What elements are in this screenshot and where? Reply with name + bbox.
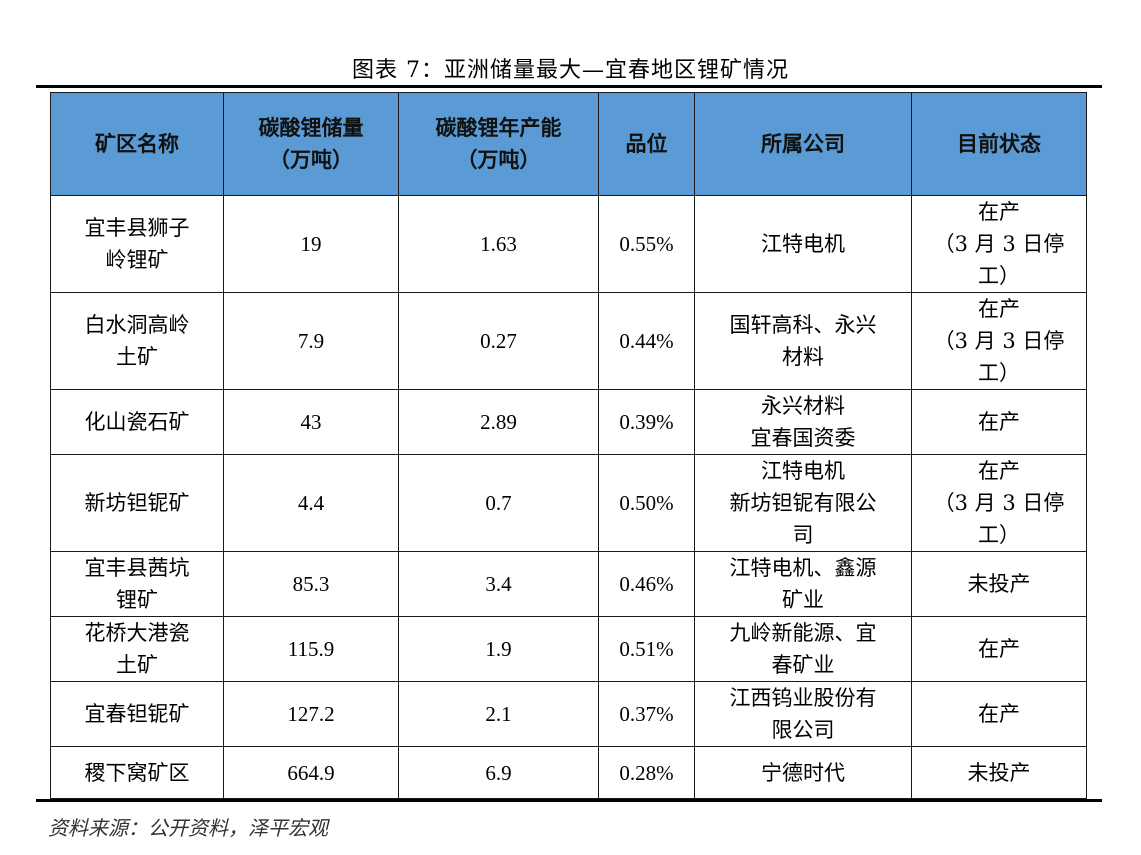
header-capacity: 碳酸锂年产能 （万吨）: [398, 92, 599, 196]
table-row: 化山瓷石矿 43 2.89 0.39% 永兴材料 宜春国资委 在产: [50, 389, 1087, 455]
cell-capacity: 1.63: [398, 195, 599, 293]
cell-status: 未投产: [911, 746, 1087, 799]
cell-reserve: 4.4: [223, 454, 399, 552]
cell-capacity: 0.7: [398, 454, 599, 552]
lithium-mines-table: 矿区名称 碳酸锂储量 （万吨） 碳酸锂年产能 （万吨） 品位 所属公司 目前状态…: [50, 92, 1087, 799]
figure-caption: 图表 7：亚洲储量最大—宜春地区锂矿情况: [352, 58, 789, 83]
cell-mine-name: 新坊钽铌矿: [50, 454, 224, 552]
cell-mine-name: 白水洞高岭 土矿: [50, 292, 224, 390]
table-row: 花桥大港瓷 土矿 115.9 1.9 0.51% 九岭新能源、宜 春矿业 在产: [50, 616, 1087, 682]
bottom-rule: [36, 799, 1102, 802]
cell-reserve: 85.3: [223, 551, 399, 617]
cell-grade: 0.46%: [598, 551, 695, 617]
cell-reserve: 115.9: [223, 616, 399, 682]
cell-reserve: 664.9: [223, 746, 399, 799]
table-row: 宜春钽铌矿 127.2 2.1 0.37% 江西钨业股份有 限公司 在产: [50, 681, 1087, 747]
cell-reserve: 19: [223, 195, 399, 293]
header-reserve: 碳酸锂储量 （万吨）: [223, 92, 399, 196]
table-row: 宜丰县狮子 岭锂矿 19 1.63 0.55% 江特电机 在产 （3 月 3 日…: [50, 195, 1087, 293]
table-row: 稷下窝矿区 664.9 6.9 0.28% 宁德时代 未投产: [50, 746, 1087, 799]
cell-status: 在产: [911, 616, 1087, 682]
cell-company: 宁德时代: [694, 746, 912, 799]
cell-reserve: 43: [223, 389, 399, 455]
header-mine-name: 矿区名称: [50, 92, 224, 196]
cell-status: 在产: [911, 389, 1087, 455]
cell-reserve: 7.9: [223, 292, 399, 390]
cell-grade: 0.39%: [598, 389, 695, 455]
table-row: 新坊钽铌矿 4.4 0.7 0.50% 江特电机 新坊钽铌有限公 司 在产 （3…: [50, 454, 1087, 552]
source-note: 资料来源：公开资料，泽平宏观: [48, 816, 328, 840]
header-grade: 品位: [598, 92, 695, 196]
cell-mine-name: 宜丰县茜坑 锂矿: [50, 551, 224, 617]
header-company: 所属公司: [694, 92, 912, 196]
cell-reserve: 127.2: [223, 681, 399, 747]
cell-mine-name: 化山瓷石矿: [50, 389, 224, 455]
cell-capacity: 1.9: [398, 616, 599, 682]
cell-grade: 0.50%: [598, 454, 695, 552]
cell-capacity: 2.89: [398, 389, 599, 455]
cell-mine-name: 稷下窝矿区: [50, 746, 224, 799]
cell-mine-name: 宜春钽铌矿: [50, 681, 224, 747]
cell-status: 在产 （3 月 3 日停 工）: [911, 195, 1087, 293]
cell-company: 永兴材料 宜春国资委: [694, 389, 912, 455]
cell-company: 江西钨业股份有 限公司: [694, 681, 912, 747]
cell-company: 国轩高科、永兴 材料: [694, 292, 912, 390]
cell-company: 江特电机、鑫源 矿业: [694, 551, 912, 617]
cell-status: 未投产: [911, 551, 1087, 617]
cell-capacity: 3.4: [398, 551, 599, 617]
cell-grade: 0.55%: [598, 195, 695, 293]
table-row: 宜丰县茜坑 锂矿 85.3 3.4 0.46% 江特电机、鑫源 矿业 未投产: [50, 551, 1087, 617]
header-status: 目前状态: [911, 92, 1087, 196]
cell-grade: 0.37%: [598, 681, 695, 747]
cell-grade: 0.28%: [598, 746, 695, 799]
cell-capacity: 6.9: [398, 746, 599, 799]
table-row: 白水洞高岭 土矿 7.9 0.27 0.44% 国轩高科、永兴 材料 在产 （3…: [50, 292, 1087, 390]
cell-capacity: 0.27: [398, 292, 599, 390]
table-header-row: 矿区名称 碳酸锂储量 （万吨） 碳酸锂年产能 （万吨） 品位 所属公司 目前状态: [50, 92, 1087, 196]
top-rule: [36, 85, 1102, 88]
cell-mine-name: 花桥大港瓷 土矿: [50, 616, 224, 682]
cell-grade: 0.44%: [598, 292, 695, 390]
cell-capacity: 2.1: [398, 681, 599, 747]
cell-mine-name: 宜丰县狮子 岭锂矿: [50, 195, 224, 293]
cell-status: 在产 （3 月 3 日停 工）: [911, 454, 1087, 552]
cell-grade: 0.51%: [598, 616, 695, 682]
cell-status: 在产: [911, 681, 1087, 747]
cell-company: 九岭新能源、宜 春矿业: [694, 616, 912, 682]
cell-status: 在产 （3 月 3 日停 工）: [911, 292, 1087, 390]
cell-company: 江特电机 新坊钽铌有限公 司: [694, 454, 912, 552]
cell-company: 江特电机: [694, 195, 912, 293]
